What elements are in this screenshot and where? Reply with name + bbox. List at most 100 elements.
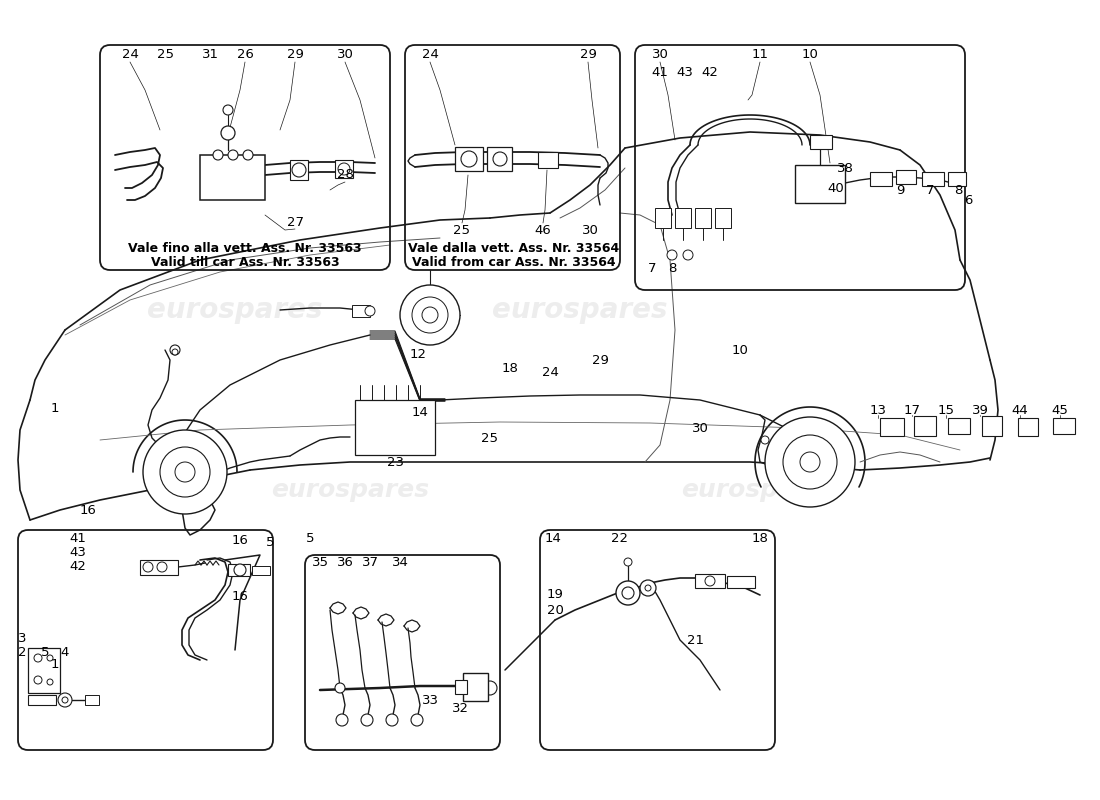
Bar	[200, 155, 265, 200]
Text: 16: 16	[232, 534, 249, 546]
Text: 11: 11	[751, 49, 769, 62]
Text: 43: 43	[69, 546, 87, 558]
Circle shape	[228, 150, 238, 160]
Text: 46: 46	[535, 223, 551, 237]
Text: 34: 34	[392, 557, 408, 570]
Circle shape	[386, 714, 398, 726]
Text: 18: 18	[751, 531, 769, 545]
Text: 14: 14	[411, 406, 428, 418]
Text: 10: 10	[802, 49, 818, 62]
Bar	[228, 564, 250, 576]
Circle shape	[783, 435, 837, 489]
Text: 20: 20	[547, 603, 563, 617]
Text: 5: 5	[306, 531, 315, 545]
Text: Valid from car Ass. Nr. 33564: Valid from car Ass. Nr. 33564	[412, 255, 616, 269]
Circle shape	[223, 105, 233, 115]
Text: 7: 7	[926, 183, 934, 197]
Bar	[870, 172, 892, 186]
Text: 5: 5	[41, 646, 50, 658]
Text: 29: 29	[287, 49, 304, 62]
Text: Valid till car Ass. Nr. 33563: Valid till car Ass. Nr. 33563	[151, 255, 339, 269]
Text: eurospares: eurospares	[147, 296, 322, 324]
Text: 3: 3	[18, 631, 26, 645]
Text: 10: 10	[732, 343, 748, 357]
Text: 14: 14	[544, 531, 561, 545]
Text: 1: 1	[51, 402, 59, 414]
Circle shape	[338, 163, 350, 175]
Text: 44: 44	[1012, 403, 1028, 417]
Text: 15: 15	[937, 403, 955, 417]
Text: 26: 26	[236, 49, 253, 62]
Bar	[948, 172, 966, 186]
Bar	[352, 305, 370, 317]
Text: 43: 43	[676, 66, 693, 78]
Bar	[355, 400, 434, 455]
Text: 25: 25	[482, 431, 498, 445]
Circle shape	[616, 581, 640, 605]
Text: 5: 5	[266, 537, 274, 550]
Circle shape	[412, 297, 448, 333]
Bar	[695, 208, 711, 228]
Bar	[252, 566, 270, 575]
Circle shape	[493, 152, 507, 166]
Text: 42: 42	[69, 561, 87, 574]
Text: 23: 23	[386, 455, 404, 469]
Text: Vale fino alla vett. Ass. Nr. 33563: Vale fino alla vett. Ass. Nr. 33563	[129, 242, 362, 254]
Circle shape	[34, 654, 42, 662]
Text: 17: 17	[903, 403, 921, 417]
Bar	[654, 208, 671, 228]
Bar	[538, 152, 558, 168]
Bar	[880, 418, 904, 436]
Circle shape	[292, 163, 306, 177]
Text: 41: 41	[651, 66, 669, 78]
Circle shape	[361, 714, 373, 726]
Circle shape	[624, 558, 632, 566]
Text: 38: 38	[837, 162, 854, 174]
Text: 39: 39	[971, 403, 989, 417]
Text: 30: 30	[651, 49, 669, 62]
Text: 35: 35	[311, 557, 329, 570]
Bar	[463, 673, 488, 701]
Circle shape	[221, 126, 235, 140]
Circle shape	[172, 349, 178, 355]
Circle shape	[400, 285, 460, 345]
Circle shape	[705, 576, 715, 586]
Circle shape	[175, 462, 195, 482]
Circle shape	[143, 562, 153, 572]
Text: 8: 8	[668, 262, 676, 274]
Bar	[140, 560, 178, 575]
Circle shape	[170, 345, 180, 355]
Text: 25: 25	[156, 49, 174, 62]
Text: 13: 13	[869, 403, 887, 417]
Text: 30: 30	[337, 49, 353, 62]
Bar	[795, 165, 845, 203]
Bar	[28, 648, 60, 693]
Bar	[28, 695, 56, 705]
Bar	[982, 416, 1002, 436]
Bar	[727, 576, 755, 588]
Bar	[675, 208, 691, 228]
Circle shape	[47, 679, 53, 685]
Bar	[914, 416, 936, 436]
Circle shape	[422, 307, 438, 323]
Circle shape	[336, 714, 348, 726]
Bar	[336, 160, 353, 178]
Text: 16: 16	[232, 590, 249, 603]
Circle shape	[461, 151, 477, 167]
Text: 22: 22	[612, 531, 628, 545]
Text: 32: 32	[451, 702, 469, 714]
Text: eurospares: eurospares	[493, 296, 668, 324]
Text: 19: 19	[547, 589, 563, 602]
Text: 45: 45	[1052, 403, 1068, 417]
Text: 8: 8	[954, 183, 962, 197]
Text: 42: 42	[702, 66, 718, 78]
Bar	[695, 574, 725, 588]
Text: 4: 4	[60, 646, 69, 658]
Text: 21: 21	[686, 634, 704, 646]
Circle shape	[143, 430, 227, 514]
Circle shape	[621, 587, 634, 599]
Circle shape	[483, 681, 497, 695]
Circle shape	[640, 580, 656, 596]
Bar	[1053, 418, 1075, 434]
Circle shape	[58, 693, 72, 707]
